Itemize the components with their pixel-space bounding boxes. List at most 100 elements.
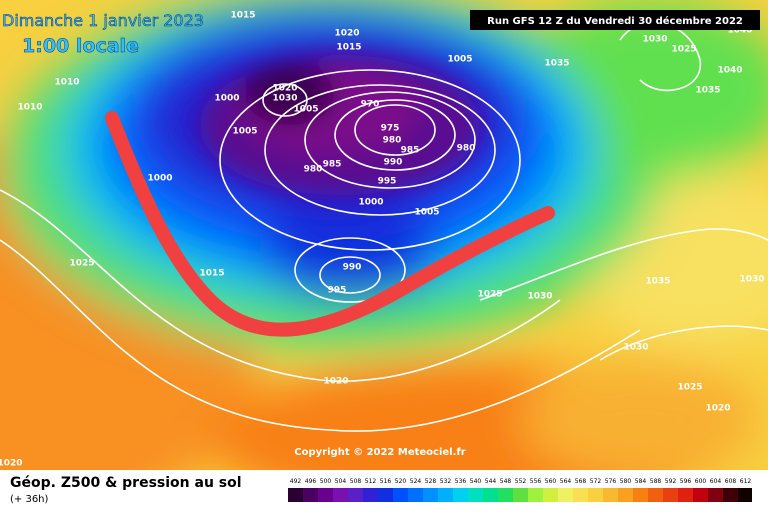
isobar-label: 1030 [272,94,297,104]
scale-label: 564 [560,478,572,485]
scale-label: 552 [515,478,527,485]
scale-label: 520 [395,478,407,485]
scale-swatch [723,488,738,502]
isobar-label: 1005 [293,105,318,115]
scale-swatch [438,488,453,502]
isobar-label: 1000 [147,174,172,184]
scale-label: 524 [410,478,422,485]
scale-label: 568 [575,478,587,485]
scale-swatch [393,488,408,502]
isobar-label: 1015 [336,43,361,53]
scale-label: 596 [680,478,692,485]
isobar-label: 1035 [544,59,569,69]
scale-swatch [543,488,558,502]
scale-swatch [363,488,378,502]
isobar-label: 1005 [447,55,472,65]
scale-label: 496 [305,478,317,485]
color-scale: 492 496 500 504 508 512 516 520 524 528 532 536 540 5… [288,478,752,502]
scale-swatch [423,488,438,502]
isobar-label: 1040 [717,66,742,76]
scale-label: 584 [635,478,647,485]
isobar-label: 980 [383,136,402,146]
scale-swatch [483,488,498,502]
scale-swatch [513,488,528,502]
scale-label: 588 [650,478,662,485]
scale-swatch [318,488,333,502]
isobar-label: 990 [343,263,362,273]
isobar-label: 980 [457,144,476,154]
isobar-label: 1040 [727,26,752,36]
isobar-label: 1030 [642,35,667,45]
isobar-label: 995 [328,286,347,296]
scale-swatch [333,488,348,502]
isobar-label: 1015 [199,269,224,279]
isobar-label: 1030 [527,292,552,302]
isobars [0,21,768,432]
scale-label: 556 [530,478,542,485]
isobar-label: 980 [304,165,323,175]
weather-map: 1015102010151010101010001020103010051005… [0,0,768,470]
scale-swatch [498,488,513,502]
scale-swatch [378,488,393,502]
scale-label: 560 [545,478,557,485]
low-core [200,55,480,195]
isobar-label: 1030 [623,343,648,353]
scale-swatch [678,488,693,502]
scale-label: 572 [590,478,602,485]
isobar-label: 1025 [477,290,502,300]
scale-swatch [303,488,318,502]
isobar-label: 995 [378,177,397,187]
scale-label: 528 [425,478,437,485]
scale-label: 612 [740,478,752,485]
scale-swatch [603,488,618,502]
isobar-label: 985 [323,160,342,170]
scale-label: 532 [440,478,452,485]
footer: Géop. Z500 & pression au sol (+ 36h) 492… [0,470,768,512]
scale-swatch [618,488,633,502]
scale-swatch [558,488,573,502]
footer-title: Géop. Z500 & pression au sol [10,475,242,491]
jet-axis [105,111,555,337]
isobar-label: 1005 [414,208,439,218]
isobar-label: 1020 [323,377,348,387]
scale-label: 540 [470,478,482,485]
isobar-label: 1010 [54,78,79,88]
isobar-label: 975 [381,124,400,134]
scale-label: 512 [365,478,377,485]
scale-swatch [468,488,483,502]
isobar-label: 1020 [272,84,297,94]
scale-swatch [408,488,423,502]
isobar-label: 1015 [230,11,255,21]
isobar-label: 1035 [695,86,720,96]
scale-swatch [528,488,543,502]
isobar-label: 985 [401,146,420,156]
scale-label: 592 [665,478,677,485]
scale-swatch [738,488,752,502]
copyright: Copyright © 2022 Meteociel.fr [294,447,465,458]
scale-label: 600 [695,478,707,485]
isobar-label: 1000 [214,94,239,104]
scale-label: 604 [710,478,722,485]
isobar-label: 1025 [69,259,94,269]
scale-swatch [348,488,363,502]
scale-label: 508 [350,478,362,485]
scale-swatch [453,488,468,502]
isobar-label: 1035 [645,277,670,287]
isobar-label: 1020 [0,459,23,469]
scale-swatch [588,488,603,502]
scale-label: 536 [455,478,467,485]
date: Dimanche 1 janvier 2023 [2,11,204,30]
isobar-label: 990 [384,158,403,168]
isobar-label: 1005 [232,127,257,137]
isobar-label: 1025 [671,45,696,55]
isobar-label: 1020 [334,29,359,39]
scale-label: 608 [725,478,737,485]
lead-time: (+ 36h) [10,494,49,505]
run-info: Run GFS 12 Z du Vendredi 30 décembre 202… [487,15,743,27]
scale-swatch [693,488,708,502]
time: 1:00 locale [22,35,139,57]
isobar-label: 1025 [677,383,702,393]
scale-swatch [708,488,723,502]
scale-label: 492 [290,478,302,485]
